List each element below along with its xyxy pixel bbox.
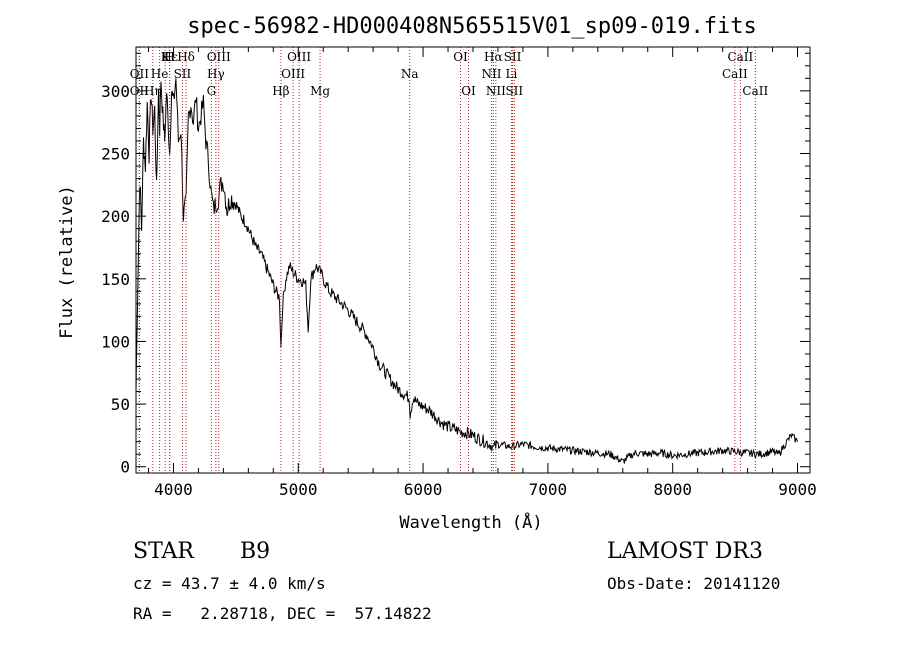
spectral-line-label: Li [506, 67, 518, 81]
spectral-line-label: Hδ [177, 50, 195, 64]
spectral-line-label: SII [505, 84, 523, 98]
coordinates-label: RA = 2.28718, DEC = 57.14822 [133, 604, 432, 623]
y-tick-label: 0 [120, 458, 130, 477]
spectral-line-label: NII [481, 67, 501, 81]
spectral-line-label: NII [486, 84, 506, 98]
spectral-line-label: Hα [484, 50, 503, 64]
spectral-line-label: H [164, 50, 174, 64]
x-tick-label: 6000 [404, 480, 443, 499]
x-tick-label: 8000 [653, 480, 692, 499]
spectral-line-label: Hγ [207, 67, 225, 81]
spectral-line-label: He [151, 67, 169, 81]
y-tick-label: 200 [101, 207, 130, 226]
spectral-line-label: CaII [727, 50, 753, 64]
chart-title: spec-56982-HD000408N565515V01_sp09-019.f… [187, 14, 757, 39]
spectral-line-markers [138, 47, 756, 473]
spectral-line-label: OI [453, 50, 468, 64]
y-tick-label: 300 [101, 82, 130, 101]
y-tick-label: 250 [101, 145, 130, 164]
obs-date-label: Obs-Date: 20141120 [607, 574, 781, 593]
spectral-line-label: OI [461, 84, 476, 98]
subclass-label: B9 [240, 539, 271, 564]
redshift-label: cz = 43.7 ± 4.0 km/s [133, 574, 326, 593]
spectral-line-label: Na [401, 67, 419, 81]
spectral-line-label: OIII [281, 67, 305, 81]
spectral-line-label: Mg [310, 84, 330, 98]
x-tick-label: 5000 [279, 480, 318, 499]
y-axis-label: Flux (relative) [57, 185, 77, 339]
x-tick-label: 7000 [529, 480, 568, 499]
class-label: STAR [133, 539, 194, 564]
x-tick-label: 9000 [778, 480, 817, 499]
spectral-line-label: SII [504, 50, 522, 64]
spectral-line-label: OIII [287, 50, 311, 64]
y-tick-label: 50 [111, 395, 130, 414]
spectral-line-label: CaII [742, 84, 768, 98]
survey-label: LAMOST DR3 [607, 539, 763, 564]
spectrum-line [135, 78, 798, 464]
spectral-line-label: K [161, 50, 171, 64]
spectral-line-label: CaII [722, 67, 748, 81]
y-tick-label: 100 [101, 332, 130, 351]
spectral-line-label: OIII [207, 50, 231, 64]
spectral-line-label: SII [174, 67, 192, 81]
axes: 4000 5000 6000 7000 8000 9000 0 50 100 150 200 250 3… [101, 46, 817, 499]
x-axis-label: Wavelength (Å) [399, 511, 542, 533]
spectral-line-label: Hη [144, 84, 162, 98]
spectral-line-label: Hβ [272, 84, 289, 98]
spectral-line-label: G [207, 84, 217, 98]
spectral-line-label: OII [130, 67, 150, 81]
plot-area [135, 78, 798, 464]
plot-frame [135, 46, 811, 474]
x-tick-label: 4000 [154, 480, 193, 499]
y-tick-label: 150 [101, 270, 130, 289]
